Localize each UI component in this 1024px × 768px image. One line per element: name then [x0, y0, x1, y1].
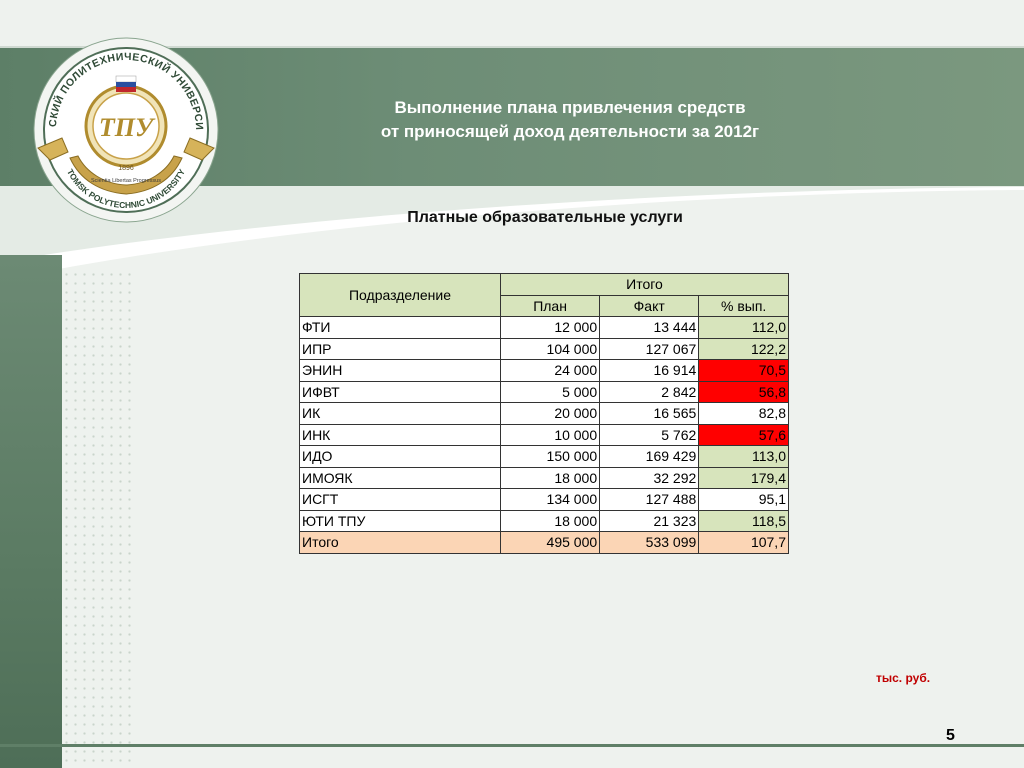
table-row: ИСГТ 134 000 127 488 95,1 — [299, 488, 789, 511]
row-name: ИК — [299, 402, 501, 425]
row-name: ИФВТ — [299, 380, 501, 403]
page-title: Выполнение плана привлечения средств от … — [240, 96, 900, 144]
row-pct: 56,8 — [698, 380, 789, 403]
row-plan: 12 000 — [499, 316, 601, 339]
section-subtitle: Платные образовательные услуги — [407, 209, 683, 226]
table-total-row: Итого 495 000 533 099 107,7 — [299, 531, 789, 554]
title-line-1: Выполнение плана привлечения средств — [394, 98, 746, 117]
table-row: ИНК 10 000 5 762 57,6 — [299, 423, 789, 446]
bottom-line — [0, 744, 1024, 747]
total-plan: 495 000 — [499, 531, 601, 554]
data-table: Подразделение Итого План Факт % вып. ФТИ… — [299, 273, 789, 554]
row-pct: 122,2 — [698, 337, 789, 360]
row-pct: 118,5 — [698, 509, 789, 532]
header-top-line — [0, 46, 1024, 48]
row-plan: 134 000 — [499, 488, 601, 511]
header-fact: Факт — [599, 294, 700, 317]
row-fact: 127 067 — [599, 337, 700, 360]
logo-motto: Scientia Libertas Progressus — [91, 178, 161, 184]
row-plan: 18 000 — [499, 509, 601, 532]
row-fact: 16 914 — [599, 359, 700, 382]
row-fact: 13 444 — [599, 316, 700, 339]
row-pct: 112,0 — [698, 316, 789, 339]
header-plan: План — [499, 294, 601, 317]
row-plan: 20 000 — [499, 402, 601, 425]
row-plan: 18 000 — [499, 466, 601, 489]
row-pct: 57,6 — [698, 423, 789, 446]
row-name: ИНК — [299, 423, 501, 446]
row-plan: 104 000 — [499, 337, 601, 360]
row-fact: 127 488 — [599, 488, 700, 511]
row-name: ФТИ — [299, 316, 501, 339]
row-fact: 5 762 — [599, 423, 700, 446]
logo-year: 1896 — [118, 165, 134, 172]
header-division: Подразделение — [299, 273, 501, 317]
page-number: 5 — [946, 727, 955, 744]
table-row: ЭНИН 24 000 16 914 70,5 — [299, 359, 789, 382]
row-name: ИСГТ — [299, 488, 501, 511]
table-row: ИМОЯК 18 000 32 292 179,4 — [299, 466, 789, 489]
row-fact: 16 565 — [599, 402, 700, 425]
row-fact: 2 842 — [599, 380, 700, 403]
row-plan: 150 000 — [499, 445, 601, 468]
row-fact: 169 429 — [599, 445, 700, 468]
total-fact: 533 099 — [599, 531, 700, 554]
title-line-2: от приносящей доход деятельности за 2012… — [380, 122, 760, 141]
table-subheader-row: План Факт % вып. — [300, 294, 789, 317]
row-fact: 21 323 — [599, 509, 700, 532]
header-total: Итого — [500, 273, 789, 296]
left-green-strip — [0, 255, 62, 768]
total-name: Итого — [299, 531, 501, 554]
row-plan: 24 000 — [499, 359, 601, 382]
table-row: ФТИ 12 000 13 444 112,0 — [299, 316, 789, 339]
table-row: ЮТИ ТПУ 18 000 21 323 118,5 — [299, 509, 789, 532]
header-pct: % вып. — [698, 294, 789, 317]
row-plan: 5 000 — [499, 380, 601, 403]
header-swoosh-decoration — [0, 186, 1024, 280]
table-row: ИПР 104 000 127 067 122,2 — [299, 337, 789, 360]
row-name: ИДО — [299, 445, 501, 468]
table-header-row: Подразделение Итого — [299, 273, 789, 317]
row-pct: 82,8 — [698, 402, 789, 425]
dot-pattern-decoration — [62, 270, 132, 768]
row-name: ЮТИ ТПУ — [299, 509, 501, 532]
row-plan: 10 000 — [499, 423, 601, 446]
row-name: ИПР — [299, 337, 501, 360]
table-row: ИК 20 000 16 565 82,8 — [299, 402, 789, 425]
table-row: ИДО 150 000 169 429 113,0 — [299, 445, 789, 468]
row-name: ИМОЯК — [299, 466, 501, 489]
row-pct: 95,1 — [698, 488, 789, 511]
row-pct: 113,0 — [698, 445, 789, 468]
logo-monogram: ТПУ — [99, 113, 156, 142]
row-fact: 32 292 — [599, 466, 700, 489]
university-logo: ТОМСКИЙ ПОЛИТЕХНИЧЕСКИЙ УНИВЕРСИТЕТ TOMS… — [28, 30, 219, 223]
table-row: ИФВТ 5 000 2 842 56,8 — [299, 380, 789, 403]
row-name: ЭНИН — [299, 359, 501, 382]
units-label: тыс. руб. — [876, 671, 931, 685]
row-pct: 70,5 — [698, 359, 789, 382]
row-pct: 179,4 — [698, 466, 789, 489]
total-pct: 107,7 — [698, 531, 789, 554]
